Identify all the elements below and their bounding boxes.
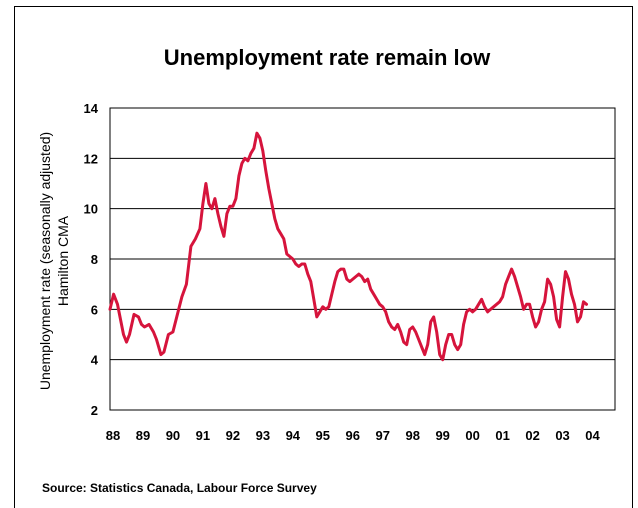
x-tick-label: 94 <box>286 428 301 443</box>
plot-area <box>109 107 616 411</box>
source-note: Source: Statistics Canada, Labour Force … <box>42 481 317 495</box>
grid <box>110 157 615 361</box>
x-tick-label: 03 <box>555 428 569 443</box>
y-axis-label-line-1: Unemployment rate (seasonally adjusted) <box>37 132 53 390</box>
x-tick-label: 91 <box>196 428 210 443</box>
x-tick-label: 88 <box>106 428 120 443</box>
x-tick-label: 97 <box>375 428 389 443</box>
chart-frame <box>14 6 633 508</box>
plot-border <box>109 107 616 411</box>
y-tick-label: 14 <box>84 101 99 116</box>
x-tick-label: 01 <box>495 428 509 443</box>
y-axis-ticks: 2 4 6 8 10 12 14 <box>84 101 99 418</box>
y-tick-label: 6 <box>91 302 98 317</box>
x-tick-label: 96 <box>346 428 360 443</box>
x-tick-label: 00 <box>465 428 479 443</box>
x-axis-ticks: 88 89 90 91 92 93 94 95 96 97 98 99 00 01 02 03 04 <box>106 428 601 443</box>
x-tick-label: 98 <box>405 428 419 443</box>
y-tick-label: 4 <box>91 353 99 368</box>
chart-title: Unemployment rate remain low <box>164 45 491 70</box>
x-tick-label: 89 <box>136 428 150 443</box>
y-axis-label: Unemployment rate (seasonally adjusted) … <box>37 132 71 390</box>
series-line <box>108 131 588 362</box>
x-tick-label: 92 <box>226 428 240 443</box>
y-tick-label: 12 <box>84 151 98 166</box>
x-tick-label: 93 <box>256 428 270 443</box>
y-axis-label-line-2: Hamilton CMA <box>55 215 71 306</box>
y-tick-label: 8 <box>91 252 98 267</box>
y-tick-label: 10 <box>84 202 98 217</box>
y-tick-label: 2 <box>91 403 98 418</box>
x-tick-label: 95 <box>316 428 330 443</box>
x-tick-label: 02 <box>525 428 539 443</box>
x-tick-label: 04 <box>585 428 600 443</box>
x-tick-label: 90 <box>166 428 180 443</box>
x-tick-label: 99 <box>435 428 449 443</box>
series-group <box>108 131 588 362</box>
